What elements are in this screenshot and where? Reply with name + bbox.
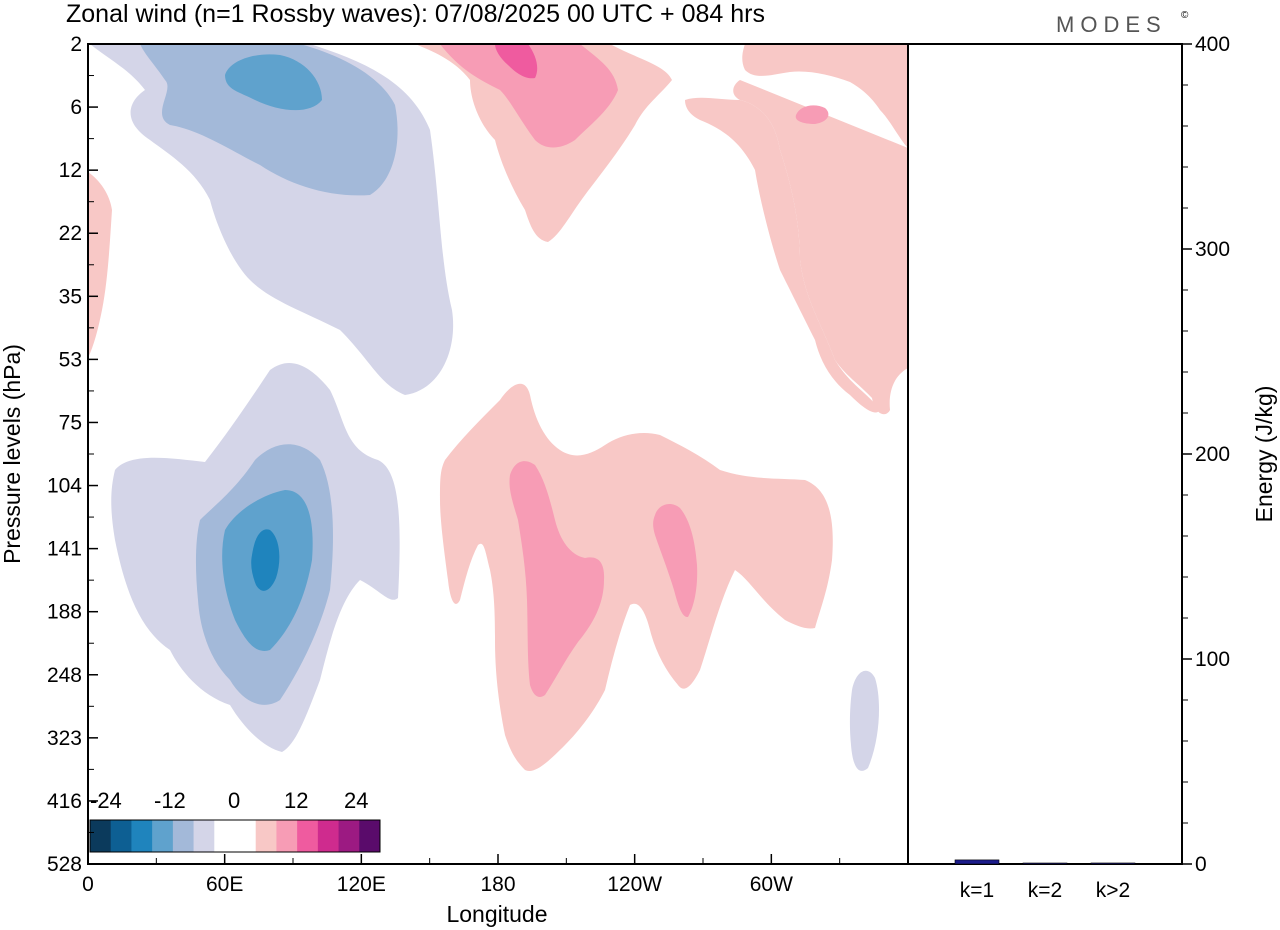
energy-bar xyxy=(1022,862,1068,865)
contour-positive-upper-mid xyxy=(440,44,618,148)
y-tick-label: 2 xyxy=(70,33,82,56)
energy-tick-label: 200 xyxy=(1195,443,1230,466)
contour-positive-west-edge xyxy=(88,172,112,358)
brand-logo: MODES xyxy=(1056,12,1167,37)
energy-axis-title: Energy (J/kg) xyxy=(1251,386,1277,523)
energy-bar xyxy=(954,859,1000,865)
x-tick-label: 0 xyxy=(82,873,94,896)
colorbar-swatch xyxy=(317,820,340,852)
y-tick-label: 104 xyxy=(47,475,82,498)
energy-tick-label: 400 xyxy=(1195,33,1230,56)
colorbar-swatch xyxy=(255,820,277,852)
x-axis-title: Longitude xyxy=(446,901,547,927)
colorbar-swatch xyxy=(359,820,381,852)
colorbar-swatch xyxy=(193,820,215,852)
y-tick-label: 12 xyxy=(59,159,82,182)
energy-panel-frame xyxy=(907,43,1183,865)
colorbar-swatch xyxy=(131,820,153,852)
colorbar: -24 -12 0 12 24 xyxy=(88,788,386,864)
pressure-axis: 2 6 12 22 35 53 75 104 141 188 248 323 416 528 xyxy=(47,33,98,876)
y-tick-label: 528 xyxy=(47,853,82,876)
contour-negative-upper-mid xyxy=(140,44,398,196)
y-tick-label: 6 xyxy=(70,96,82,119)
contour-positive-east-main xyxy=(733,80,908,415)
y-tick-label: 248 xyxy=(47,664,82,687)
y-tick-label: 188 xyxy=(47,601,82,624)
energy-categories: k=1 k=2 k>2 xyxy=(960,879,1130,902)
contour-negative-small-east xyxy=(849,670,880,771)
y-tick-label: 22 xyxy=(59,222,82,245)
colorbar-swatch xyxy=(297,820,319,852)
colorbar-swatches xyxy=(90,820,381,852)
colorbar-label-12: 12 xyxy=(284,788,308,813)
y-tick-label: 141 xyxy=(47,538,82,561)
contour-positive-east-dark-spot xyxy=(795,105,829,124)
colorbar-swatch xyxy=(90,820,112,852)
x-tick-label: 60E xyxy=(206,873,243,896)
longitude-axis: 0 60E 120E 180 120W 60W xyxy=(82,854,841,896)
y-tick-label: 323 xyxy=(47,727,82,750)
energy-category-label: k=1 xyxy=(960,879,994,902)
contour-positive-lower-mid-east xyxy=(653,504,698,618)
chart-title: Zonal wind (n=1 Rossby waves): 07/08/202… xyxy=(66,0,765,28)
energy-category-label: k=2 xyxy=(1028,879,1062,902)
y-tick-label: 416 xyxy=(47,790,82,813)
colorbar-label-zero: 0 xyxy=(228,788,240,813)
colorbar-label-24: 24 xyxy=(344,788,368,813)
energy-axis: 0 100 200 300 400 xyxy=(1182,33,1230,876)
colorbar-label-neg12: -12 xyxy=(154,788,186,813)
colorbar-swatch xyxy=(235,820,257,852)
x-tick-label: 120W xyxy=(607,873,662,896)
colorbar-frame xyxy=(89,819,381,853)
contour-positive-upper-dark xyxy=(495,44,538,79)
contour-field xyxy=(88,44,908,864)
colorbar-swatch xyxy=(276,820,298,852)
colorbar-swatch xyxy=(172,820,195,852)
y-tick-label: 53 xyxy=(59,348,82,371)
x-tick-label: 60W xyxy=(750,873,793,896)
y-tick-label: 75 xyxy=(59,411,82,434)
energy-tick-label: 300 xyxy=(1195,238,1230,261)
contour-negative-upper-dark xyxy=(225,54,322,111)
energy-tick-label: 100 xyxy=(1195,648,1230,671)
y-axis-title: Pressure levels (hPa) xyxy=(0,344,25,564)
contour-positive-lower-light xyxy=(440,383,833,771)
colorbar-swatch xyxy=(152,820,174,852)
energy-bars xyxy=(954,859,1136,865)
contour-positive-east-upper xyxy=(685,44,908,413)
x-tick-label: 180 xyxy=(480,873,515,896)
energy-category-label: k>2 xyxy=(1096,879,1130,902)
brand-copyright-mark: © xyxy=(1181,10,1189,21)
colorbar-swatch xyxy=(338,820,360,852)
x-tick-label: 120E xyxy=(337,873,386,896)
contour-positive-lower-mid-west xyxy=(509,461,605,697)
energy-bar xyxy=(1090,862,1136,865)
contour-negative-lower-core xyxy=(251,529,280,591)
colorbar-swatch xyxy=(214,820,236,852)
energy-tick-label: 0 xyxy=(1195,853,1207,876)
colorbar-swatch xyxy=(110,820,132,852)
y-tick-label: 35 xyxy=(59,285,82,308)
